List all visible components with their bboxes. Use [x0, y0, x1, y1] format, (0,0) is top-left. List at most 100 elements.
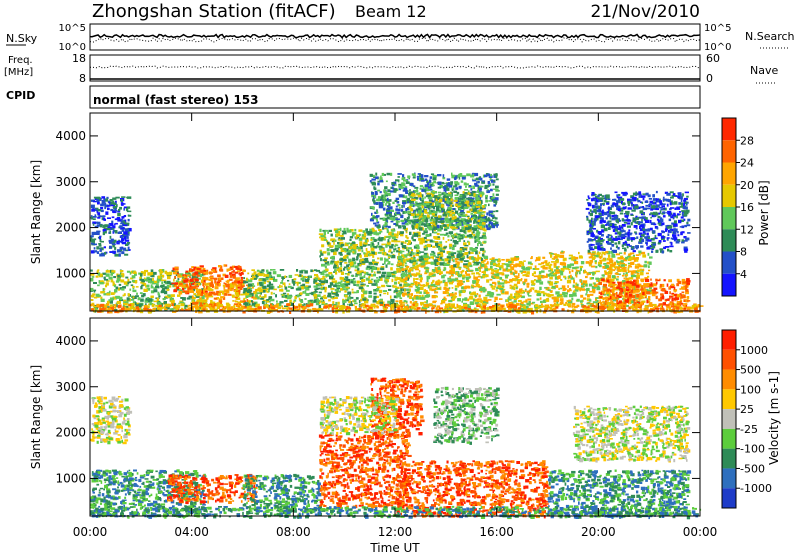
echo-cell — [545, 298, 549, 302]
echo-cell — [328, 272, 333, 275]
echo-cell — [311, 300, 315, 303]
echo-cell — [446, 187, 450, 191]
echo-cell — [427, 294, 431, 298]
echo-cell — [566, 289, 570, 293]
echo-cell — [555, 271, 560, 274]
echo-cell — [398, 291, 402, 295]
echo-cell — [606, 294, 609, 296]
echo-cell — [284, 299, 288, 302]
echo-cell — [642, 254, 647, 258]
echo-cell — [370, 181, 375, 184]
echo-cell — [426, 223, 429, 226]
echo-cell — [183, 284, 186, 287]
echo-cell — [571, 258, 575, 261]
echo-cell — [388, 288, 392, 291]
echo-cell — [215, 282, 217, 286]
echo-cell — [418, 209, 423, 214]
echo-cell — [440, 280, 443, 284]
echo-cell — [231, 270, 234, 273]
echo-cell — [437, 287, 441, 290]
echo-cell — [484, 184, 489, 188]
echo-cell — [400, 231, 404, 234]
echo-cell — [392, 302, 395, 305]
nsky-trace — [89, 33, 701, 39]
echo-cell — [491, 196, 495, 199]
echo-cell — [146, 287, 151, 291]
echo-cell — [192, 302, 197, 305]
echo-cell — [228, 268, 231, 271]
echo-cell — [568, 294, 574, 298]
echo-cell — [615, 253, 620, 256]
echo-cell — [649, 302, 653, 306]
echo-cell — [191, 269, 194, 272]
echo-cell — [457, 200, 463, 203]
echo-cell — [371, 212, 373, 216]
echo-cell — [461, 269, 465, 272]
echo-cell — [340, 271, 344, 275]
echo-cell — [439, 184, 444, 189]
echo-cell — [492, 200, 495, 202]
echo-cell — [354, 275, 358, 278]
echo-cell — [323, 296, 328, 299]
echo-cell — [498, 258, 501, 262]
echo-cell — [469, 291, 472, 295]
echo-cell — [375, 176, 379, 180]
echo-cell — [378, 236, 381, 239]
echo-cell — [393, 223, 396, 225]
echo-cell — [428, 274, 431, 277]
echo-cell — [229, 266, 232, 269]
echo-cell — [106, 280, 110, 282]
echo-cell — [211, 280, 213, 283]
echo-cell — [594, 261, 597, 265]
echo-cell — [202, 269, 207, 273]
echo-cell — [164, 270, 168, 274]
echo-cell — [108, 276, 113, 280]
echo-cell — [166, 280, 171, 285]
echo-cell — [549, 272, 552, 276]
echo-cell — [439, 262, 444, 266]
echo-cell — [411, 236, 414, 240]
echo-cell — [413, 209, 416, 213]
echo-cell — [400, 209, 404, 212]
echo-cell — [293, 278, 297, 281]
echo-cell — [150, 301, 152, 304]
echo-cell — [423, 257, 426, 260]
echo-cell — [379, 203, 383, 207]
echo-cell — [420, 237, 425, 242]
echo-cell — [432, 245, 436, 248]
echo-cell — [442, 197, 444, 200]
echo-cell — [446, 291, 449, 294]
echo-cell — [480, 264, 485, 267]
echo-cell — [361, 294, 365, 298]
echo-cell — [342, 288, 346, 291]
echo-cell — [114, 309, 118, 312]
echo-cell — [379, 191, 382, 194]
echo-cell — [171, 282, 176, 285]
echo-cell — [430, 192, 434, 195]
echo-cell — [489, 177, 492, 181]
echo-cell — [214, 286, 219, 290]
echo-cell — [464, 201, 467, 204]
echo-cell — [453, 264, 457, 268]
echo-cell — [227, 287, 230, 290]
echo-cell — [382, 304, 387, 307]
echo-cell — [460, 205, 464, 208]
echo-cell — [615, 205, 619, 207]
echo-cell — [634, 265, 640, 269]
echo-cell — [194, 301, 199, 305]
echo-cell — [452, 280, 454, 283]
echo-cell — [485, 194, 488, 198]
echo-cell — [350, 280, 354, 284]
echo-cell — [478, 240, 481, 244]
echo-cell — [548, 266, 552, 270]
echo-cell — [449, 269, 454, 273]
echo-cell — [321, 301, 326, 304]
echo-cell — [420, 251, 425, 253]
echo-cell — [353, 284, 357, 286]
echo-cell — [373, 292, 377, 295]
echo-cell — [576, 283, 579, 287]
echo-cell — [486, 227, 491, 231]
echo-cell — [358, 300, 361, 304]
echo-cell — [474, 178, 476, 181]
echo-cell — [110, 272, 115, 274]
